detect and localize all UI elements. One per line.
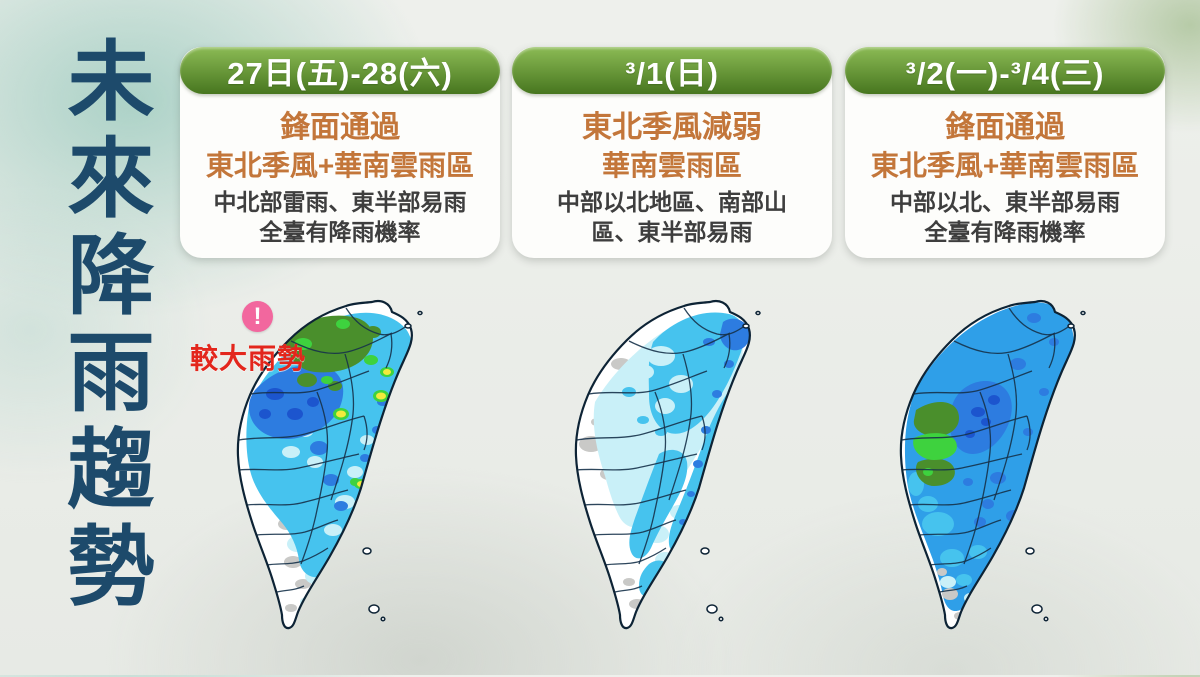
headline-line: 東北季風+華南雲雨區 bbox=[205, 150, 475, 181]
detail-line: 中部以北地區、南部山 bbox=[557, 189, 787, 215]
detail-line: 區、東半部易雨 bbox=[591, 219, 753, 245]
headline-line: 東北季風減弱 bbox=[582, 111, 762, 144]
detail-line: 全臺有降雨機率 bbox=[924, 219, 1086, 245]
exclamation-icon: ! bbox=[242, 301, 273, 332]
date-range-2: ³/1(日) bbox=[625, 56, 719, 91]
date-banner-2: ³/1(日) bbox=[512, 47, 832, 94]
date-range-1: 27日(五)-28(六) bbox=[227, 56, 453, 91]
page-title: 未來降雨趨勢 bbox=[67, 34, 155, 616]
headline-line: 東北季風+華南雲雨區 bbox=[870, 150, 1140, 181]
details-3: 中部以北、東半部易雨 全臺有降雨機率 bbox=[845, 187, 1165, 247]
forecast-card-1: 27日(五)-28(六) 鋒面通過 東北季風+華南雲雨區 中北部雷雨、東半部易雨… bbox=[180, 47, 500, 258]
headline-2: 東北季風減弱 華南雲雨區 bbox=[512, 109, 832, 184]
details-2: 中部以北地區、南部山 區、東半部易雨 bbox=[512, 187, 832, 247]
headline-3: 鋒面通過 東北季風+華南雲雨區 bbox=[845, 109, 1165, 184]
heavy-rain-warning-label: 較大雨勢 bbox=[189, 343, 306, 374]
detail-line: 中部以北、東半部易雨 bbox=[890, 189, 1120, 215]
headline-line: 鋒面通過 bbox=[280, 111, 400, 144]
forecast-card-3: ³/2(一)-³/4(三) 鋒面通過 東北季風+華南雲雨區 中部以北、東半部易雨… bbox=[845, 47, 1165, 258]
headline-1: 鋒面通過 東北季風+華南雲雨區 bbox=[180, 109, 500, 184]
exclamation-glyph: ! bbox=[253, 302, 262, 330]
rain-map-2 bbox=[533, 272, 813, 672]
detail-line: 全臺有降雨機率 bbox=[259, 219, 421, 245]
details-1: 中北部雷雨、東半部易雨 全臺有降雨機率 bbox=[180, 187, 500, 247]
rain-map-1 bbox=[195, 272, 475, 672]
rain-map-3 bbox=[858, 272, 1138, 672]
detail-line: 中北部雷雨、東半部易雨 bbox=[213, 189, 467, 215]
headline-line: 華南雲雨區 bbox=[601, 150, 742, 181]
forecast-card-2: ³/1(日) 東北季風減弱 華南雲雨區 中部以北地區、南部山 區、東半部易雨 bbox=[512, 47, 832, 258]
date-banner-3: ³/2(一)-³/4(三) bbox=[845, 47, 1165, 94]
date-banner-1: 27日(五)-28(六) bbox=[180, 47, 500, 94]
headline-line: 鋒面通過 bbox=[945, 111, 1065, 144]
date-range-3: ³/2(一)-³/4(三) bbox=[905, 56, 1105, 91]
